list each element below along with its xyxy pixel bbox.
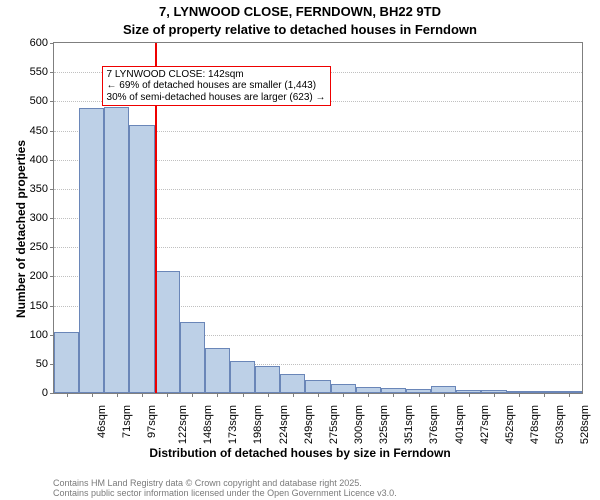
x-tick-label: 401sqm (454, 405, 466, 444)
y-tick-mark (50, 160, 54, 161)
x-tick-label: 46sqm (96, 405, 108, 438)
x-tick-mark (419, 393, 420, 397)
x-tick-label: 503sqm (554, 405, 566, 444)
x-tick-mark (142, 393, 143, 397)
footer-line: Contains HM Land Registry data © Crown c… (53, 478, 397, 488)
x-tick-mark (318, 393, 319, 397)
x-tick-mark (444, 393, 445, 397)
x-tick-mark (469, 393, 470, 397)
x-tick-mark (192, 393, 193, 397)
y-tick-label: 350 (30, 183, 48, 195)
annotation-box: 7 LYNWOOD CLOSE: 142sqm← 69% of detached… (102, 66, 331, 107)
bar (255, 366, 280, 393)
chart-title-main: 7, LYNWOOD CLOSE, FERNDOWN, BH22 9TD (0, 4, 600, 19)
bar (155, 271, 180, 394)
x-tick-label: 148sqm (202, 405, 214, 444)
annotation-line: 7 LYNWOOD CLOSE: 142sqm (107, 69, 326, 81)
x-tick-label: 427sqm (479, 405, 491, 444)
y-tick-mark (50, 43, 54, 44)
x-tick-label: 528sqm (579, 405, 591, 444)
x-tick-label: 478sqm (529, 405, 541, 444)
x-tick-mark (569, 393, 570, 397)
x-tick-label: 173sqm (227, 405, 239, 444)
x-tick-label: 351sqm (403, 405, 415, 444)
y-tick-label: 600 (30, 37, 48, 49)
y-tick-mark (50, 101, 54, 102)
bar (104, 107, 129, 393)
y-axis-label: Number of detached properties (14, 140, 28, 318)
bar (431, 386, 456, 393)
y-tick-mark (50, 189, 54, 190)
x-tick-mark (268, 393, 269, 397)
annotation-line: ← 69% of detached houses are smaller (1,… (107, 80, 326, 92)
annotation-line: 30% of semi-detached houses are larger (… (107, 92, 326, 104)
y-tick-mark (50, 306, 54, 307)
bar (331, 384, 356, 393)
x-tick-mark (92, 393, 93, 397)
x-tick-label: 224sqm (278, 405, 290, 444)
x-tick-label: 325sqm (378, 405, 390, 444)
bar (54, 332, 79, 393)
x-tick-mark (217, 393, 218, 397)
x-tick-label: 376sqm (429, 405, 441, 444)
bar (205, 348, 230, 394)
bar (280, 374, 305, 393)
x-tick-label: 71sqm (121, 405, 133, 438)
y-tick-label: 500 (30, 95, 48, 107)
y-tick-label: 250 (30, 241, 48, 253)
x-tick-mark (494, 393, 495, 397)
y-tick-mark (50, 393, 54, 394)
chart-container: 7, LYNWOOD CLOSE, FERNDOWN, BH22 9TD Siz… (0, 0, 600, 500)
x-tick-label: 122sqm (177, 405, 189, 444)
bar (180, 322, 205, 393)
x-tick-label: 275sqm (328, 405, 340, 444)
x-axis-label: Distribution of detached houses by size … (0, 446, 600, 460)
y-tick-label: 450 (30, 125, 48, 137)
y-tick-label: 200 (30, 270, 48, 282)
x-tick-label: 300sqm (353, 405, 365, 444)
x-tick-mark (519, 393, 520, 397)
bar (305, 380, 330, 393)
y-tick-label: 150 (30, 300, 48, 312)
x-tick-mark (544, 393, 545, 397)
x-tick-label: 452sqm (504, 405, 516, 444)
x-tick-label: 97sqm (146, 405, 158, 438)
y-tick-mark (50, 218, 54, 219)
x-tick-mark (343, 393, 344, 397)
bar (230, 361, 255, 393)
y-tick-mark (50, 72, 54, 73)
y-tick-mark (50, 131, 54, 132)
y-tick-label: 400 (30, 154, 48, 166)
footer-credits: Contains HM Land Registry data © Crown c… (53, 478, 397, 498)
x-tick-mark (243, 393, 244, 397)
chart-title-sub: Size of property relative to detached ho… (0, 22, 600, 37)
bar (129, 125, 154, 393)
y-tick-label: 0 (42, 387, 48, 399)
y-tick-label: 50 (36, 358, 48, 370)
bar (79, 108, 104, 393)
x-tick-mark (393, 393, 394, 397)
plot-area: 05010015020025030035040045050055060046sq… (53, 42, 583, 394)
x-tick-label: 249sqm (303, 405, 315, 444)
x-tick-mark (67, 393, 68, 397)
y-tick-mark (50, 276, 54, 277)
x-tick-mark (117, 393, 118, 397)
y-tick-label: 100 (30, 329, 48, 341)
y-tick-mark (50, 247, 54, 248)
x-tick-mark (167, 393, 168, 397)
y-tick-label: 550 (30, 66, 48, 78)
x-tick-mark (368, 393, 369, 397)
x-tick-label: 198sqm (253, 405, 265, 444)
x-tick-mark (293, 393, 294, 397)
footer-line: Contains public sector information licen… (53, 488, 397, 498)
y-tick-label: 300 (30, 212, 48, 224)
